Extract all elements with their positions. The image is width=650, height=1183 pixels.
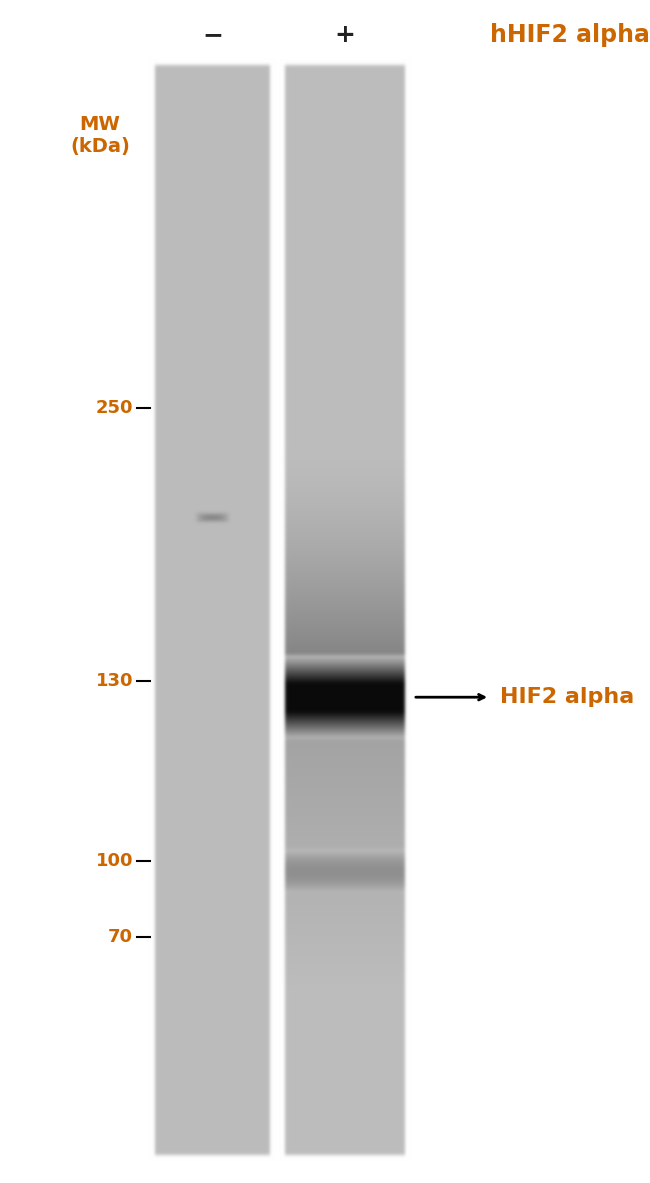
- Text: HIF2 alpha: HIF2 alpha: [500, 687, 634, 707]
- Text: +: +: [335, 22, 356, 47]
- Text: 250: 250: [96, 400, 133, 418]
- Text: hHIF2 alpha: hHIF2 alpha: [490, 22, 650, 47]
- Text: 100: 100: [96, 852, 133, 870]
- Text: −: −: [202, 22, 223, 47]
- Text: 130: 130: [96, 672, 133, 690]
- Text: MW
(kDa): MW (kDa): [70, 115, 130, 156]
- Text: 70: 70: [108, 927, 133, 946]
